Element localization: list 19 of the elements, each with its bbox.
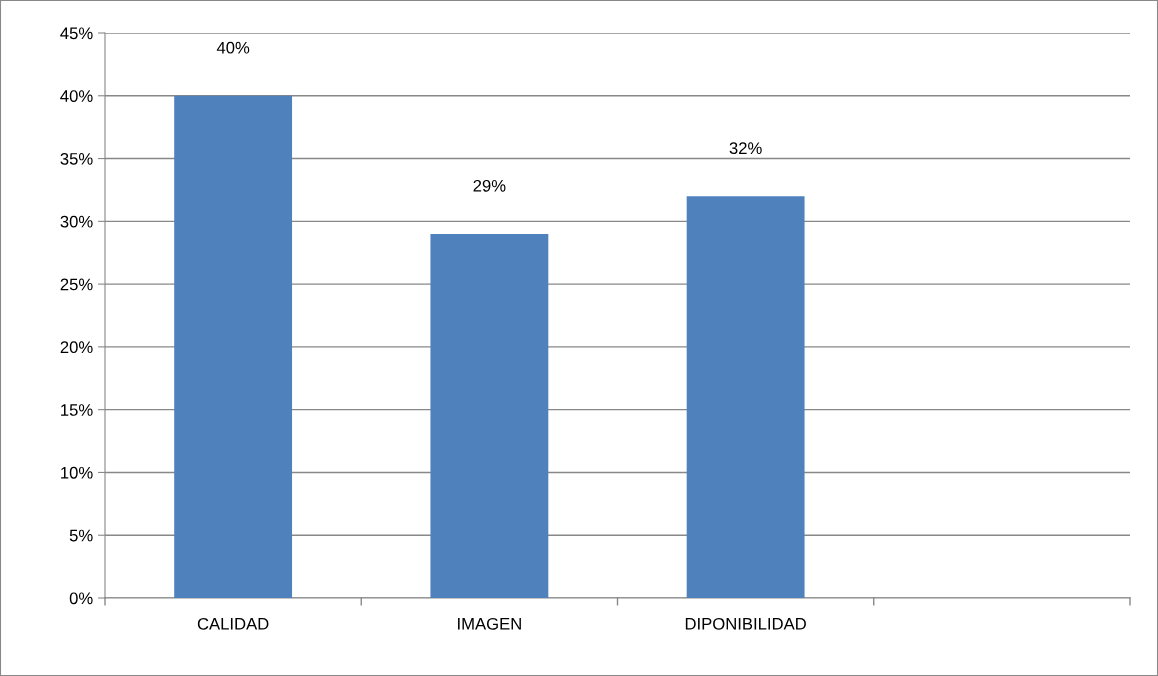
- x-tick-label: DIPONIBILIDAD: [685, 617, 806, 630]
- y-tick-label: 25%: [60, 278, 93, 291]
- bar: [174, 95, 293, 598]
- data-label: 32%: [729, 142, 762, 155]
- y-tick-label: 35%: [60, 152, 93, 165]
- bar: [430, 233, 549, 598]
- y-tick-label: 40%: [60, 90, 93, 102]
- y-tick-label: 0%: [69, 592, 93, 605]
- x-tick-label: CALIDAD: [197, 617, 269, 630]
- y-tick-label: 15%: [61, 404, 93, 416]
- x-tick-label: IMAGEN: [458, 617, 521, 630]
- y-tick-label: 20%: [60, 341, 93, 354]
- data-label: 29%: [473, 179, 506, 192]
- y-tick-label: 30%: [60, 215, 93, 228]
- bar: [686, 196, 805, 598]
- data-label: 40%: [216, 41, 250, 54]
- y-tick-label: 45%: [60, 27, 93, 40]
- y-tick-label: 5%: [69, 529, 93, 542]
- y-tick-label: 10%: [61, 466, 93, 479]
